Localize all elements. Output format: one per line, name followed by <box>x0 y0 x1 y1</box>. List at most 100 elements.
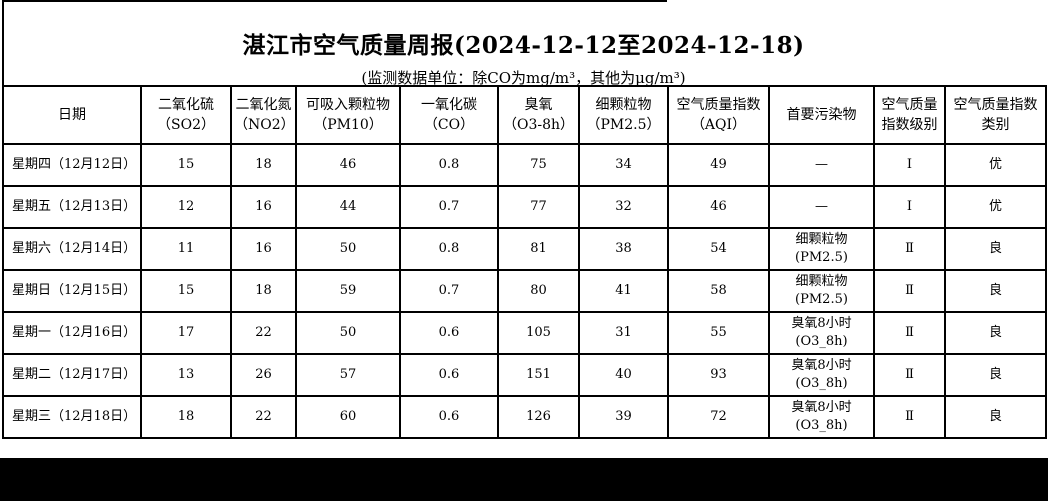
cell-co: 0.8 <box>399 143 499 187</box>
cell-primary-pollutant: 细颗粒物(PM2.5) <box>768 227 875 271</box>
cell-so2: 18 <box>140 395 232 439</box>
table-body: 星期四（12月12日） 15 18 46 0.8 75 34 49— Ⅰ 优星期五（12月13日）… <box>2 143 1047 439</box>
cell-o3-8h: 81 <box>497 227 580 271</box>
table-row: 星期日（12月15日） 15 18 59 0.7 80 41 58 细颗粒物(PM2.5) Ⅱ 良 <box>2 269 1047 313</box>
cell-so2: 17 <box>140 311 232 355</box>
cell-date: 星期一（12月16日） <box>2 311 142 355</box>
air-quality-table: 日期 二氧化硫 （SO2） 二氧化氮 （NO2） 可吸入颗粒物 （PM10） 一氧化碳 … <box>2 85 1047 439</box>
column-header-pm10: 可吸入颗粒物 （PM10） <box>295 85 401 145</box>
cell-no2: 26 <box>230 353 297 397</box>
column-header-aqi-category: 空气质量指数 类别 <box>944 85 1047 145</box>
cell-date: 星期六（12月14日） <box>2 227 142 271</box>
cell-aqi-category: 优 <box>944 143 1047 187</box>
cell-aqi-level: Ⅱ <box>873 227 946 271</box>
cell-so2: 12 <box>140 185 232 229</box>
cell-o3-8h: 80 <box>497 269 580 313</box>
cell-aqi-level: Ⅰ <box>873 143 946 187</box>
cell-primary-pollutant: — <box>768 143 875 187</box>
cell-aqi-category: 良 <box>944 353 1047 397</box>
cell-so2: 13 <box>140 353 232 397</box>
cell-primary-pollutant: 臭氧8小时 (O3_8h) <box>768 353 875 397</box>
cell-aqi-level: Ⅱ <box>873 353 946 397</box>
column-header-so2: 二氧化硫 （SO2） <box>140 85 232 145</box>
title-block: 湛江市空气质量周报(2024-12-12至2024-12-18) (监测数据单位… <box>2 0 1045 87</box>
column-header-o3-8h: 臭氧 （O3-8h） <box>497 85 580 145</box>
column-header-co: 一氧化碳 （CO） <box>399 85 499 145</box>
table-row: 星期三（12月18日） 18 22 60 0.6 126 39 72 臭氧8小时 (O3_8h)… <box>2 395 1047 439</box>
bottom-black-bar <box>0 458 1048 501</box>
table-header-row: 日期 二氧化硫 （SO2） 二氧化氮 （NO2） 可吸入颗粒物 （PM10） 一氧化碳 … <box>2 85 1047 145</box>
cell-primary-pollutant: — <box>768 185 875 229</box>
cell-pm10: 59 <box>295 269 401 313</box>
cell-aqi: 46 <box>667 185 770 229</box>
cell-no2: 18 <box>230 269 297 313</box>
table-row: 星期六（12月14日） 11 16 50 0.8 81 38 54 细颗粒物(PM2.5) Ⅱ 良 <box>2 227 1047 271</box>
page-subtitle: (监测数据单位：除CO为mg/m³，其他为μg/m³) <box>361 69 686 87</box>
cell-no2: 16 <box>230 185 297 229</box>
cell-no2: 18 <box>230 143 297 187</box>
cell-pm2-5: 32 <box>578 185 669 229</box>
cell-co: 0.7 <box>399 185 499 229</box>
cell-pm2-5: 38 <box>578 227 669 271</box>
cell-aqi: 58 <box>667 269 770 313</box>
cell-pm2-5: 41 <box>578 269 669 313</box>
cell-pm10: 46 <box>295 143 401 187</box>
cell-pm2-5: 39 <box>578 395 669 439</box>
cell-pm10: 60 <box>295 395 401 439</box>
cell-aqi: 72 <box>667 395 770 439</box>
table-row: 星期四（12月12日） 15 18 46 0.8 75 34 49— Ⅰ 优 <box>2 143 1047 187</box>
column-header-aqi-level: 空气质量 指数级别 <box>873 85 946 145</box>
cell-date: 星期四（12月12日） <box>2 143 142 187</box>
cell-co: 0.6 <box>399 353 499 397</box>
cell-aqi: 54 <box>667 227 770 271</box>
cell-aqi-category: 良 <box>944 227 1047 271</box>
cell-pm2-5: 34 <box>578 143 669 187</box>
cell-primary-pollutant: 臭氧8小时 (O3_8h) <box>768 395 875 439</box>
cell-aqi-level: Ⅱ <box>873 311 946 355</box>
cell-no2: 22 <box>230 311 297 355</box>
cell-pm10: 50 <box>295 227 401 271</box>
table-row: 星期五（12月13日） 12 16 44 0.7 77 32 46— Ⅰ 优 <box>2 185 1047 229</box>
cell-co: 0.6 <box>399 395 499 439</box>
cell-aqi-category: 良 <box>944 395 1047 439</box>
cell-aqi-category: 良 <box>944 269 1047 313</box>
cell-aqi-level: Ⅱ <box>873 395 946 439</box>
cell-aqi-category: 良 <box>944 311 1047 355</box>
cell-o3-8h: 105 <box>497 311 580 355</box>
column-header-no2: 二氧化氮 （NO2） <box>230 85 297 145</box>
cell-date: 星期五（12月13日） <box>2 185 142 229</box>
cell-pm2-5: 31 <box>578 311 669 355</box>
cell-co: 0.7 <box>399 269 499 313</box>
title-cell-top-border <box>2 0 667 2</box>
cell-o3-8h: 126 <box>497 395 580 439</box>
cell-o3-8h: 77 <box>497 185 580 229</box>
cell-aqi-level: Ⅱ <box>873 269 946 313</box>
cell-aqi-category: 优 <box>944 185 1047 229</box>
cell-date: 星期二（12月17日） <box>2 353 142 397</box>
cell-co: 0.8 <box>399 227 499 271</box>
cell-date: 星期日（12月15日） <box>2 269 142 313</box>
table-row: 星期一（12月16日） 17 22 50 0.6 105 31 55 臭氧8小时 (O3_8h)… <box>2 311 1047 355</box>
cell-co: 0.6 <box>399 311 499 355</box>
column-header-date: 日期 <box>2 85 142 145</box>
cell-pm10: 57 <box>295 353 401 397</box>
cell-aqi-level: Ⅰ <box>873 185 946 229</box>
cell-date: 星期三（12月18日） <box>2 395 142 439</box>
cell-pm10: 50 <box>295 311 401 355</box>
cell-primary-pollutant: 细颗粒物(PM2.5) <box>768 269 875 313</box>
cell-so2: 15 <box>140 269 232 313</box>
cell-so2: 15 <box>140 143 232 187</box>
cell-aqi: 93 <box>667 353 770 397</box>
cell-o3-8h: 75 <box>497 143 580 187</box>
cell-aqi: 55 <box>667 311 770 355</box>
cell-pm2-5: 40 <box>578 353 669 397</box>
table-row: 星期二（12月17日） 13 26 57 0.6 151 40 93 臭氧8小时 (O3_8h)… <box>2 353 1047 397</box>
cell-primary-pollutant: 臭氧8小时 (O3_8h) <box>768 311 875 355</box>
cell-no2: 16 <box>230 227 297 271</box>
column-header-aqi: 空气质量指数 （AQI） <box>667 85 770 145</box>
title-cell-left-border <box>2 0 4 85</box>
column-header-primary-pollutant: 首要污染物 <box>768 85 875 145</box>
cell-aqi: 49 <box>667 143 770 187</box>
cell-so2: 11 <box>140 227 232 271</box>
